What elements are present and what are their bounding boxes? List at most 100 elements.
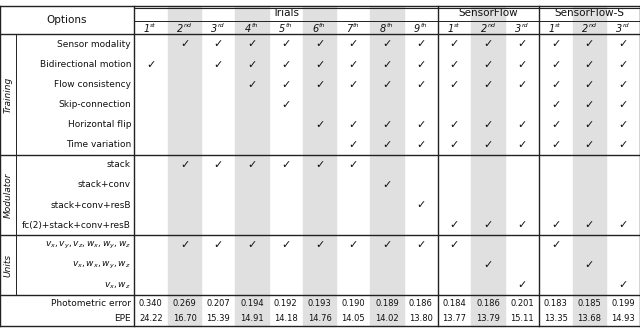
Text: st: st	[150, 23, 156, 28]
Text: 13.79: 13.79	[476, 314, 500, 323]
Text: nd: nd	[589, 23, 597, 28]
Text: ✓: ✓	[349, 160, 358, 170]
Text: SensorFlow-S: SensorFlow-S	[554, 9, 625, 18]
Text: $v_x, w_x, w_y, w_z$: $v_x, w_x, w_y, w_z$	[72, 260, 131, 271]
Text: Training: Training	[3, 76, 13, 113]
Text: ✓: ✓	[315, 59, 324, 70]
Text: ✓: ✓	[585, 80, 594, 90]
Text: ✓: ✓	[382, 80, 392, 90]
Text: ✓: ✓	[281, 39, 291, 50]
Text: Sensor modality: Sensor modality	[58, 40, 131, 49]
Bar	[236, 6, 269, 326]
Text: ✓: ✓	[214, 39, 223, 50]
Text: ✓: ✓	[450, 80, 459, 90]
Text: st: st	[454, 23, 460, 28]
Text: Units: Units	[3, 254, 13, 277]
Text: 0.189: 0.189	[375, 298, 399, 308]
Text: ✓: ✓	[618, 140, 628, 150]
Text: ✓: ✓	[349, 120, 358, 130]
Text: ✓: ✓	[618, 220, 628, 230]
Text: ✓: ✓	[618, 59, 628, 70]
Text: ✓: ✓	[483, 260, 493, 270]
Text: $v_x, w_z$: $v_x, w_z$	[104, 280, 131, 291]
Text: 0.194: 0.194	[240, 298, 264, 308]
Text: rd: rd	[623, 23, 629, 28]
Text: ✓: ✓	[551, 59, 561, 70]
Text: ✓: ✓	[551, 140, 561, 150]
Text: 14.18: 14.18	[274, 314, 298, 323]
Text: 13.77: 13.77	[442, 314, 467, 323]
Bar	[303, 6, 337, 326]
Text: th: th	[387, 23, 393, 28]
Text: ✓: ✓	[281, 100, 291, 110]
Text: stack: stack	[107, 160, 131, 170]
Text: 2: 2	[481, 24, 487, 34]
Text: ✓: ✓	[382, 140, 392, 150]
Text: ✓: ✓	[281, 80, 291, 90]
Text: ✓: ✓	[214, 160, 223, 170]
Text: ✓: ✓	[416, 59, 426, 70]
Text: ✓: ✓	[416, 140, 426, 150]
Text: 16.70: 16.70	[173, 314, 196, 323]
Text: 14.93: 14.93	[611, 314, 635, 323]
Text: 13.68: 13.68	[577, 314, 602, 323]
Text: 24.22: 24.22	[139, 314, 163, 323]
Text: ✓: ✓	[585, 39, 594, 50]
Text: th: th	[420, 23, 427, 28]
Text: ✓: ✓	[382, 240, 392, 250]
Text: ✓: ✓	[416, 80, 426, 90]
Text: ✓: ✓	[483, 39, 493, 50]
Text: 1: 1	[447, 24, 454, 34]
Text: 0.340: 0.340	[139, 298, 163, 308]
Text: ✓: ✓	[483, 140, 493, 150]
Text: ✓: ✓	[585, 220, 594, 230]
Text: 3: 3	[515, 24, 521, 34]
Text: ✓: ✓	[214, 59, 223, 70]
Text: ✓: ✓	[315, 120, 324, 130]
Text: ✓: ✓	[248, 160, 257, 170]
Text: fc(2)+stack+conv+resB: fc(2)+stack+conv+resB	[22, 221, 131, 230]
Text: ✓: ✓	[517, 39, 527, 50]
Text: ✓: ✓	[483, 80, 493, 90]
Text: ✓: ✓	[281, 240, 291, 250]
Text: 9: 9	[413, 24, 420, 34]
Text: ✓: ✓	[551, 100, 561, 110]
Text: nd: nd	[488, 23, 496, 28]
Text: ✓: ✓	[248, 240, 257, 250]
Text: ✓: ✓	[618, 280, 628, 290]
Text: st: st	[555, 23, 561, 28]
Text: Time variation: Time variation	[66, 140, 131, 149]
Text: 0.199: 0.199	[611, 298, 635, 308]
Text: 0.184: 0.184	[443, 298, 467, 308]
Text: 0.269: 0.269	[173, 298, 196, 308]
Text: ✓: ✓	[281, 59, 291, 70]
Text: ✓: ✓	[551, 220, 561, 230]
Text: ✓: ✓	[214, 240, 223, 250]
Text: ✓: ✓	[517, 59, 527, 70]
Text: 0.183: 0.183	[544, 298, 568, 308]
Text: EPE: EPE	[115, 314, 131, 323]
Text: ✓: ✓	[416, 200, 426, 210]
Text: ✓: ✓	[180, 160, 189, 170]
Text: ✓: ✓	[416, 240, 426, 250]
Text: ✓: ✓	[551, 80, 561, 90]
Text: ✓: ✓	[315, 80, 324, 90]
Text: ✓: ✓	[618, 100, 628, 110]
Text: ✓: ✓	[551, 120, 561, 130]
Text: 14.02: 14.02	[375, 314, 399, 323]
Text: 15.39: 15.39	[207, 314, 230, 323]
Text: ✓: ✓	[382, 39, 392, 50]
Text: 1: 1	[143, 24, 150, 34]
Text: Trials: Trials	[272, 9, 300, 18]
Text: Modulator: Modulator	[3, 172, 13, 218]
Text: 3: 3	[616, 24, 622, 34]
Text: 1: 1	[548, 24, 555, 34]
Text: ✓: ✓	[585, 120, 594, 130]
Text: $v_x, v_y, v_z, w_x, w_y, w_z$: $v_x, v_y, v_z, w_x, w_y, w_z$	[45, 240, 131, 251]
Text: 13.80: 13.80	[409, 314, 433, 323]
Text: 4: 4	[245, 24, 251, 34]
Text: rd: rd	[218, 23, 225, 28]
Text: 14.91: 14.91	[240, 314, 264, 323]
Text: Flow consistency: Flow consistency	[54, 80, 131, 89]
Text: th: th	[319, 23, 326, 28]
